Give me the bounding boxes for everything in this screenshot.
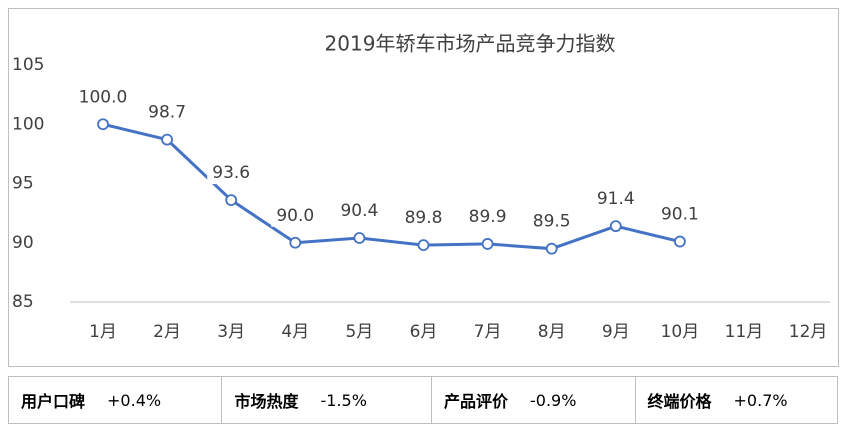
- x-tick-label: 5月: [345, 322, 373, 342]
- x-tick-label: 12月: [789, 322, 828, 342]
- x-tick-label: 8月: [538, 322, 566, 342]
- indicator-label: 产品评价: [443, 392, 508, 411]
- point: [161, 133, 174, 146]
- x-tick-label: 2月: [153, 322, 181, 342]
- label-bg: [527, 210, 576, 233]
- point: [481, 238, 494, 250]
- value-label: 90.0: [276, 206, 314, 226]
- point: [545, 242, 558, 255]
- indicator-value: -1.5%: [320, 390, 367, 410]
- indicator-label: 用户口碑: [21, 392, 86, 411]
- point: [353, 232, 366, 244]
- y-tick-label: 95: [12, 174, 34, 194]
- x-tick-label: 9月: [602, 322, 630, 342]
- point: [609, 220, 622, 233]
- indicator-table: 用户口碑 +0.4% 市场热度 -1.5% 产品评价 -0.9% 终端价格 +0.7%: [8, 376, 838, 424]
- y-tick-label: 105: [12, 55, 44, 75]
- x-tick-label: 1月: [89, 322, 117, 342]
- value-label: 91.4: [597, 189, 635, 209]
- x-tick-label: 4月: [281, 322, 309, 342]
- indicator-cell: 产品评价 -0.9%: [432, 377, 636, 423]
- chart-title: 2019年轿车市场产品竞争力指数: [325, 32, 616, 56]
- y-tick-label: 90: [12, 233, 34, 253]
- x-tick-label: 6月: [410, 322, 438, 342]
- series-line: [102, 122, 681, 251]
- value-label: 90.4: [340, 201, 378, 221]
- indicator-cell: 终端价格 +0.7%: [636, 377, 838, 423]
- value-label: 100.0: [79, 87, 128, 107]
- label-bg: [143, 101, 192, 124]
- indicator-label: 市场热度: [234, 392, 299, 411]
- label-bg: [79, 86, 127, 109]
- label-bg: [271, 204, 320, 227]
- label-bg: [655, 203, 704, 226]
- indicator-cell: 用户口碑 +0.4%: [9, 377, 223, 423]
- value-label: 90.1: [661, 205, 699, 225]
- indicator-cell: 市场热度 -1.5%: [222, 377, 432, 423]
- point: [674, 235, 686, 248]
- value-label: 98.7: [148, 103, 186, 123]
- value-label: 89.9: [469, 207, 507, 227]
- x-tick-label: 11月: [725, 322, 764, 342]
- indicator-label: 终端价格: [647, 392, 712, 411]
- point: [97, 118, 109, 131]
- x-tick-label: 7月: [474, 322, 502, 342]
- indicator-value: +0.4%: [107, 390, 162, 410]
- label-bg: [207, 162, 256, 185]
- indicator-value: +0.7%: [733, 390, 788, 410]
- chart-frame: [8, 8, 839, 367]
- point: [225, 194, 238, 206]
- x-tick-label: 3月: [217, 322, 245, 342]
- value-label: 93.6: [212, 163, 250, 183]
- value-label: 89.8: [405, 208, 443, 228]
- point: [417, 239, 430, 252]
- y-tick-label: 85: [12, 292, 34, 312]
- label-bg: [399, 207, 448, 230]
- label-bg: [591, 188, 640, 211]
- y-tick-label: 100: [12, 114, 44, 134]
- point: [289, 236, 302, 249]
- label-bg: [335, 200, 384, 223]
- indicator-value: -0.9%: [530, 390, 577, 410]
- label-bg: [463, 205, 512, 228]
- x-tick-label: 10月: [661, 322, 700, 342]
- value-label: 89.5: [533, 212, 571, 232]
